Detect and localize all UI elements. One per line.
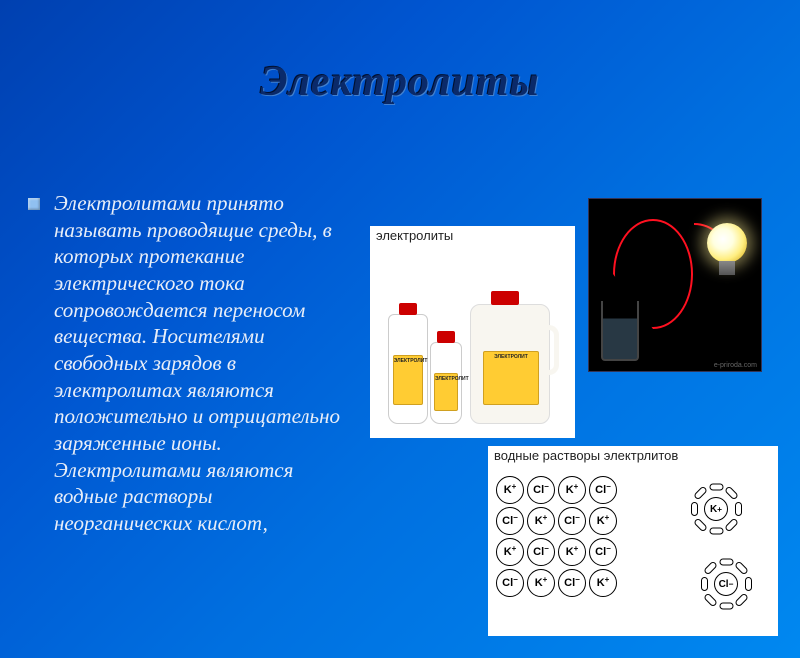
bullet-marker: [28, 198, 40, 210]
ions-caption: водные растворы электрлитов: [488, 446, 778, 467]
glass-icon: [601, 301, 639, 361]
lamp-image: e-priroda.com: [588, 198, 762, 372]
free-ion-1: K+: [688, 481, 744, 537]
bulb-icon: [707, 223, 747, 263]
bottles-image: ЭЛЕКТРОЛИТ ЭЛЕКТРОЛИТ ЭЛЕКТРОЛИТ: [370, 228, 575, 438]
slide-title: Электролиты: [0, 58, 800, 106]
watermark: e-priroda.com: [714, 362, 757, 369]
free-ion-2: Cl−: [698, 556, 754, 612]
bottles-caption: электролиты: [370, 226, 575, 245]
ions-image: водные растворы электрлитов K+Cl−K+Cl−Cl…: [488, 446, 778, 636]
body-text: Электролитами принято называть проводящи…: [54, 190, 344, 537]
